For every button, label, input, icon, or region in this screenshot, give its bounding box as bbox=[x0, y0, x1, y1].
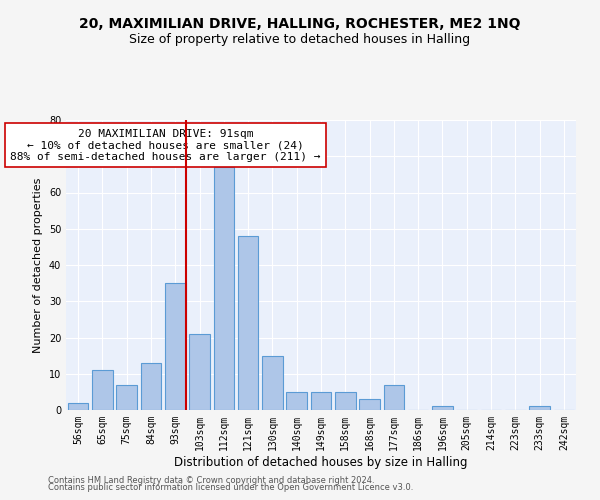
Bar bbox=[68, 403, 88, 410]
Bar bbox=[92, 370, 113, 410]
Bar bbox=[432, 406, 453, 410]
Bar bbox=[311, 392, 331, 410]
Text: Size of property relative to detached houses in Halling: Size of property relative to detached ho… bbox=[130, 32, 470, 46]
Bar bbox=[189, 334, 210, 410]
Bar bbox=[140, 363, 161, 410]
Y-axis label: Number of detached properties: Number of detached properties bbox=[33, 178, 43, 352]
Bar bbox=[335, 392, 356, 410]
Bar bbox=[165, 283, 185, 410]
Text: Contains HM Land Registry data © Crown copyright and database right 2024.: Contains HM Land Registry data © Crown c… bbox=[48, 476, 374, 485]
X-axis label: Distribution of detached houses by size in Halling: Distribution of detached houses by size … bbox=[174, 456, 468, 468]
Bar bbox=[238, 236, 259, 410]
Text: 20 MAXIMILIAN DRIVE: 91sqm
← 10% of detached houses are smaller (24)
88% of semi: 20 MAXIMILIAN DRIVE: 91sqm ← 10% of deta… bbox=[10, 128, 320, 162]
Bar bbox=[383, 384, 404, 410]
Bar bbox=[529, 406, 550, 410]
Bar bbox=[286, 392, 307, 410]
Text: Contains public sector information licensed under the Open Government Licence v3: Contains public sector information licen… bbox=[48, 484, 413, 492]
Bar bbox=[214, 167, 234, 410]
Bar bbox=[262, 356, 283, 410]
Bar bbox=[116, 384, 137, 410]
Text: 20, MAXIMILIAN DRIVE, HALLING, ROCHESTER, ME2 1NQ: 20, MAXIMILIAN DRIVE, HALLING, ROCHESTER… bbox=[79, 18, 521, 32]
Bar bbox=[359, 399, 380, 410]
